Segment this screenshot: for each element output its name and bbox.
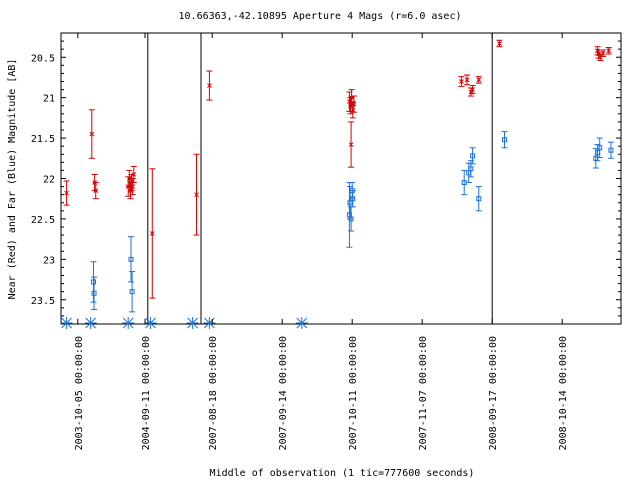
red-point (64, 190, 69, 196)
y-tick-label: 21.5 (31, 134, 55, 145)
x-tick-label: 2003-10-05 00:00:00 (74, 336, 85, 450)
blue-point (502, 137, 508, 143)
red-point (497, 41, 502, 46)
red-point (131, 172, 137, 177)
y-tick-label: 22 (43, 175, 55, 186)
y-tick-label: 22.5 (31, 215, 55, 226)
x-axis-ticks: 2003-10-05 00:00:00 2004-09-11 00:00:00 20… (74, 33, 569, 450)
blue-point (129, 289, 135, 295)
x-tick-label: 2004-09-11 00:00:00 (141, 336, 152, 450)
red-point (597, 54, 603, 60)
x-tick-label: 2008-10-14 00:00:00 (558, 336, 569, 450)
red-point (606, 48, 612, 54)
blue-point (476, 196, 482, 202)
red-point (600, 50, 606, 56)
red-point (348, 142, 354, 147)
blue-point (128, 256, 134, 262)
red-point (351, 101, 357, 107)
red-point (459, 79, 464, 84)
axis-star-marker (122, 317, 135, 329)
blue-point (90, 279, 96, 285)
axis-star-marker (295, 317, 308, 329)
axis-star-marker (84, 317, 97, 329)
x-tick-label: 2008-09-17 00:00:00 (488, 336, 499, 450)
y-tick-label: 20.5 (31, 53, 55, 64)
blue-point (597, 145, 603, 151)
red-point (126, 176, 132, 181)
y-axis-label: Near (Red) and Far (Blue) Magnitude [AB] (7, 59, 18, 300)
blue-point (468, 166, 474, 172)
red-point (207, 83, 212, 88)
red-point (476, 77, 482, 83)
blue-point (470, 153, 476, 159)
x-axis-label: Middle of observation (1 tic=777600 seco… (210, 468, 475, 479)
y-tick-label: 23.5 (31, 296, 55, 307)
chart-title: 10.66363,-42.10895 Aperture 4 Mags (r=6.… (179, 11, 462, 22)
axis-star-marker (144, 317, 157, 329)
red-point (470, 87, 475, 92)
y-tick-label: 21 (43, 94, 55, 105)
far-blue-series (90, 131, 614, 313)
axis-star-marker (203, 317, 216, 329)
blue-point (348, 216, 354, 222)
x-tick-label: 2007-09-14 00:00:00 (278, 336, 289, 450)
near-red-series (63, 39, 612, 299)
x-tick-label: 2007-10-11 00:00:00 (348, 336, 359, 450)
blue-point (91, 290, 97, 296)
red-point (130, 184, 136, 189)
blue-point (347, 200, 353, 206)
red-point (89, 131, 95, 137)
red-point (149, 231, 155, 236)
blue-point (350, 196, 356, 202)
y-axis-ticks: 20.5 21 21.5 22 22.5 23 23.5 (31, 40, 621, 317)
axis-star-marker (60, 317, 73, 329)
axis-markers (60, 317, 308, 329)
x-tick-label: 2007-11-07 00:00:00 (418, 336, 429, 450)
red-point (93, 188, 99, 193)
blue-point (608, 147, 614, 153)
red-point (464, 77, 470, 83)
plot-area (60, 32, 622, 325)
plot-frame (60, 32, 622, 325)
red-point (194, 192, 199, 198)
axis-star-marker (186, 317, 199, 329)
x-tick-label: 2007-08-18 00:00:00 (208, 336, 219, 450)
y-tick-label: 23 (43, 255, 55, 266)
